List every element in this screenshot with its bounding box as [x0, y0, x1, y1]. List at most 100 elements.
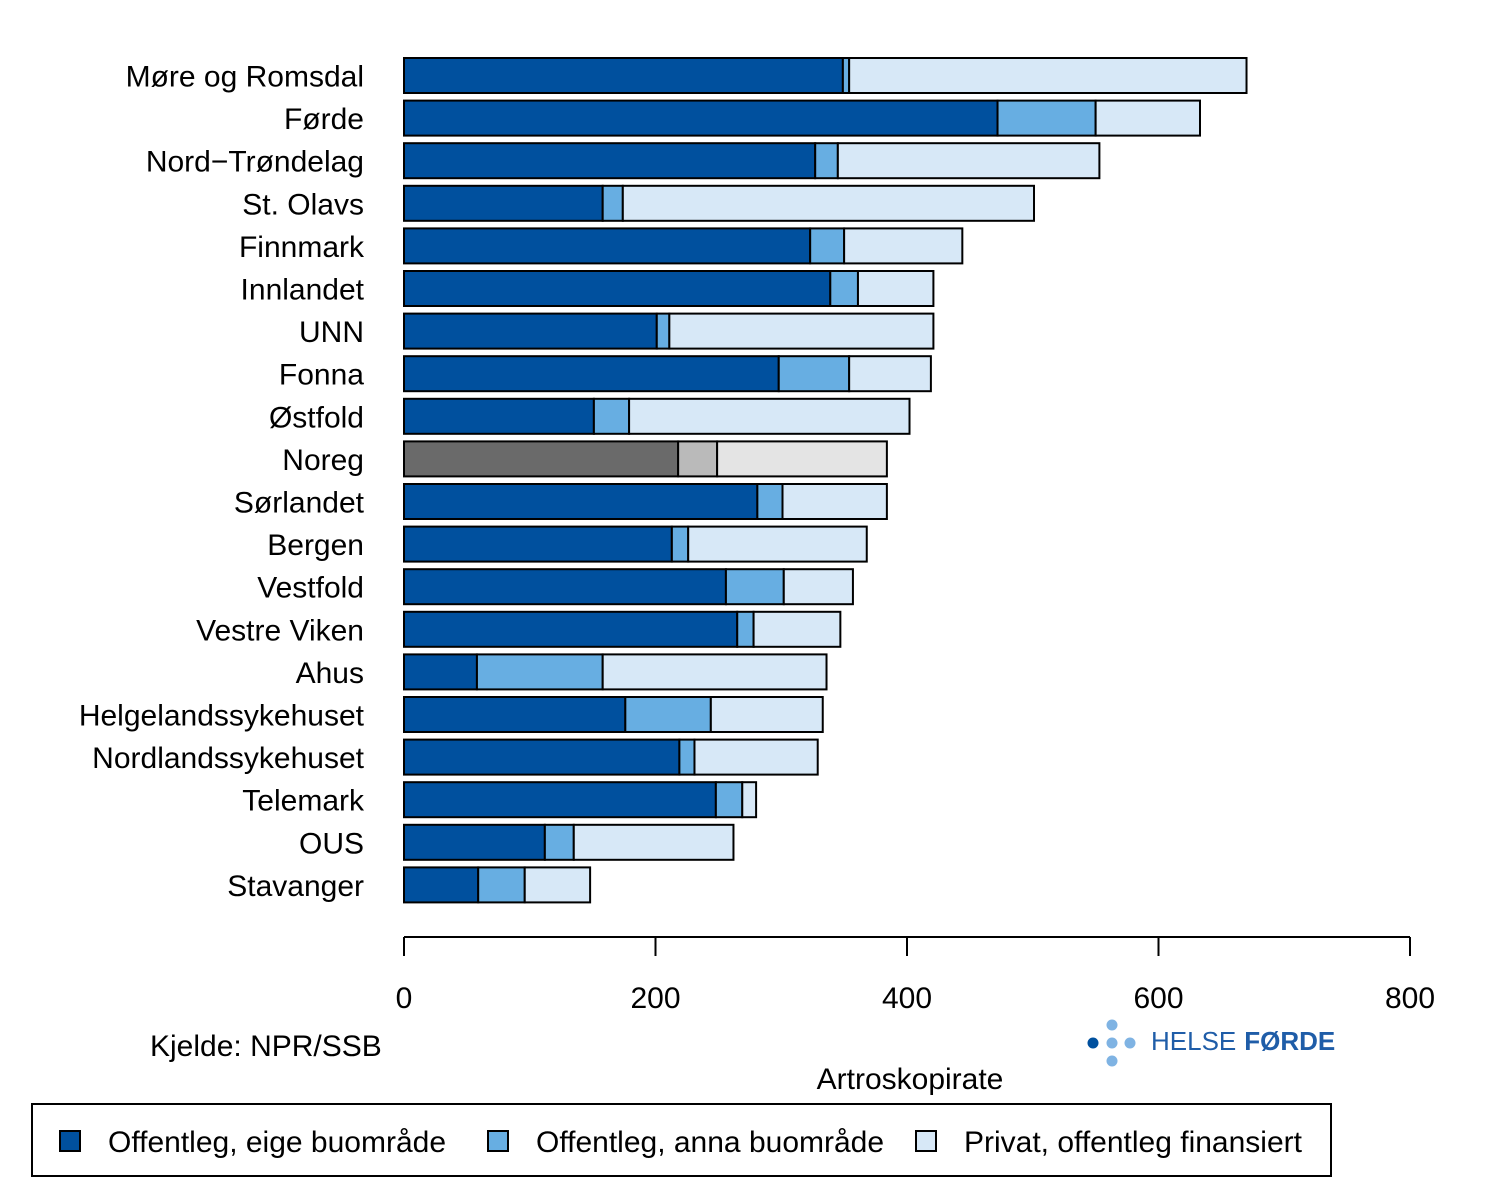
bar-1-row-11 [403, 483, 759, 520]
bar-1-row-16 [403, 696, 627, 733]
legend-label-1: Offentleg, eige buområde [108, 1126, 446, 1159]
category-label: OUS [299, 827, 364, 860]
bar-1-row-6 [403, 270, 832, 307]
category-label: Telemark [242, 785, 365, 818]
bar-3-row-2 [1094, 99, 1201, 137]
bar-2-row-7 [655, 312, 671, 350]
bar-3-row-15 [601, 653, 828, 691]
bar-1-row-2 [403, 99, 999, 137]
category-labels: Møre og Romsdal Førde Nord−Trøndelag St. Ol… [79, 61, 365, 903]
category-label: Fonna [279, 359, 364, 392]
logo-dot-left [1087, 1037, 1099, 1049]
category-label: Møre og Romsdal [126, 61, 364, 94]
bar-2-row-12 [670, 525, 690, 563]
category-label: UNN [299, 316, 364, 349]
bar-1-row-18 [403, 781, 717, 819]
bar-1-row-1 [403, 57, 844, 94]
legend-box [31, 1103, 1332, 1177]
x-tick-label: 600 [1133, 982, 1183, 1015]
bar-2-row-13 [724, 568, 785, 606]
bar-2-row-15 [475, 653, 604, 691]
bar-1-row-10 [403, 440, 680, 478]
logo-dot-bottom [1106, 1055, 1118, 1067]
legend-swatch-1 [59, 1130, 81, 1152]
bar-2-row-16 [624, 696, 712, 733]
bar-3-row-3 [836, 142, 1101, 180]
bar-3-row-10 [716, 440, 888, 478]
x-tick-label: 400 [882, 982, 932, 1015]
category-label: Sørlandet [234, 487, 365, 520]
logo-dot-right [1124, 1037, 1136, 1049]
bar-2-row-14 [736, 610, 755, 648]
bar-3-row-16 [709, 696, 824, 733]
bar-2-row-18 [714, 781, 744, 819]
category-label: Stavanger [227, 870, 364, 903]
bar-3-row-5 [843, 227, 964, 265]
bar-3-row-14 [752, 610, 842, 648]
category-label: Innlandet [241, 274, 365, 307]
bar-2-row-6 [829, 270, 859, 307]
legend-label-3: Privat, offentleg finansiert [964, 1126, 1303, 1159]
bar-2-row-10 [677, 440, 719, 478]
bars-layer [403, 57, 1248, 904]
bar-2-row-3 [814, 142, 839, 180]
bar-1-row-5 [403, 227, 812, 265]
bar-1-row-7 [403, 312, 658, 350]
bar-1-row-8 [403, 355, 780, 393]
category-label: Noreg [282, 444, 364, 477]
bar-3-row-18 [741, 781, 758, 819]
legend-swatch-2 [487, 1130, 509, 1152]
bar-2-row-19 [543, 823, 575, 861]
category-label: Vestfold [257, 572, 364, 605]
bar-3-row-9 [628, 397, 911, 435]
bar-3-row-8 [848, 355, 932, 393]
bar-2-row-5 [809, 227, 846, 265]
bar-1-row-3 [403, 142, 817, 180]
bar-2-row-9 [592, 397, 631, 435]
bar-2-row-4 [601, 184, 624, 222]
bar-1-row-17 [403, 738, 681, 776]
bar-3-row-11 [781, 483, 888, 520]
category-label: Helgelandssykehuset [79, 700, 365, 733]
category-label: Førde [284, 103, 364, 136]
category-label: Nord−Trøndelag [146, 146, 364, 179]
bar-3-row-6 [856, 270, 935, 307]
bar-3-row-13 [782, 568, 854, 606]
bar-2-row-20 [477, 866, 526, 904]
x-axis: 0 200 400 600 800 [396, 936, 1435, 1015]
bar-2-row-8 [777, 355, 851, 393]
legend-swatch-3 [915, 1130, 937, 1152]
category-label: Nordlandssykehuset [92, 742, 364, 775]
bar-1-row-9 [403, 397, 595, 435]
category-label: Østfold [269, 401, 364, 434]
bar-1-row-20 [403, 866, 480, 904]
logo-text: HELSE FØRDE [1151, 1026, 1335, 1056]
logo-dot-center [1106, 1037, 1118, 1049]
category-label: Vestre Viken [196, 614, 364, 647]
category-label: Ahus [296, 657, 364, 690]
bar-3-row-20 [523, 866, 592, 904]
bar-3-row-12 [687, 525, 868, 563]
bar-1-row-12 [403, 525, 673, 563]
x-tick-label: 200 [630, 982, 680, 1015]
bar-3-row-17 [693, 738, 819, 776]
bar-2-row-17 [678, 738, 696, 776]
helse-forde-logo: HELSE FØRDE [1087, 1019, 1335, 1067]
x-tick-label: 800 [1385, 982, 1435, 1015]
bar-2-row-11 [756, 483, 784, 520]
category-label: St. Olavs [242, 188, 364, 221]
logo-dot-top [1106, 1019, 1118, 1031]
category-label: Bergen [267, 529, 364, 562]
x-axis-title: Artroskopirate [817, 1063, 1004, 1096]
bar-3-row-4 [621, 184, 1036, 222]
bar-1-row-13 [403, 568, 727, 606]
x-tick-label: 0 [396, 982, 413, 1015]
bar-2-row-2 [996, 99, 1097, 137]
legend-label-2: Offentleg, anna buområde [536, 1126, 884, 1159]
bar-3-row-19 [572, 823, 735, 861]
bar-1-row-14 [403, 610, 739, 648]
legend: Offentleg, eige buområde Offentleg, anna … [31, 1103, 1332, 1177]
bar-3-row-1 [848, 57, 1248, 94]
bar-1-row-15 [403, 653, 478, 691]
